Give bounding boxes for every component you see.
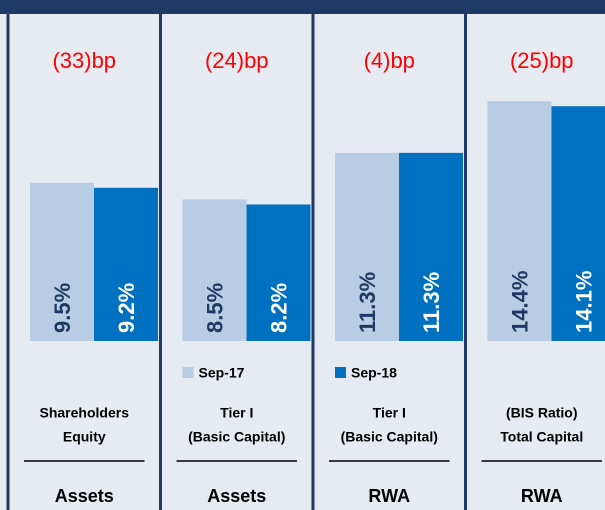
denominator: Assets (55, 486, 114, 506)
legend-swatch (335, 367, 346, 378)
bar (487, 101, 552, 342)
value-label: 11.3% (419, 272, 444, 333)
bar (30, 182, 94, 341)
category-label: Tier I (373, 405, 406, 421)
category-label: Tier I (220, 405, 253, 421)
value-label: 8.2% (266, 283, 291, 333)
change-annotation: (33)bp (52, 48, 116, 73)
change-annotation: (25)bp (510, 48, 574, 73)
bar (94, 187, 158, 341)
legend-swatch (182, 367, 194, 378)
category-label: Shareholders (40, 405, 130, 421)
category-label: (Basic Capital) (188, 429, 285, 445)
category-label: (BIS Ratio) (506, 405, 578, 421)
bar (182, 199, 247, 341)
bar (399, 152, 463, 341)
denominator: RWA (368, 486, 410, 506)
category-label: (Basic Capital) (341, 429, 438, 445)
category-label: Equity (63, 429, 106, 445)
value-label: 11.3% (355, 272, 380, 333)
legend-label: Sep-17 (199, 365, 245, 381)
header-bar (0, 0, 605, 14)
bar (551, 106, 605, 341)
value-label: 9.5% (50, 283, 75, 333)
value-label: 9.2% (114, 283, 139, 333)
category-label: Total Capital (500, 429, 583, 445)
denominator: Assets (207, 486, 266, 506)
legend-label: Sep-18 (351, 365, 397, 381)
change-annotation: (24)bp (205, 48, 269, 73)
denominator: RWA (521, 486, 563, 506)
value-label: 8.5% (202, 283, 227, 333)
bar (246, 204, 311, 341)
bar (335, 152, 399, 341)
change-annotation: (4)bp (364, 48, 415, 73)
value-label: 14.1% (571, 271, 596, 333)
value-label: 14.4% (507, 271, 532, 333)
